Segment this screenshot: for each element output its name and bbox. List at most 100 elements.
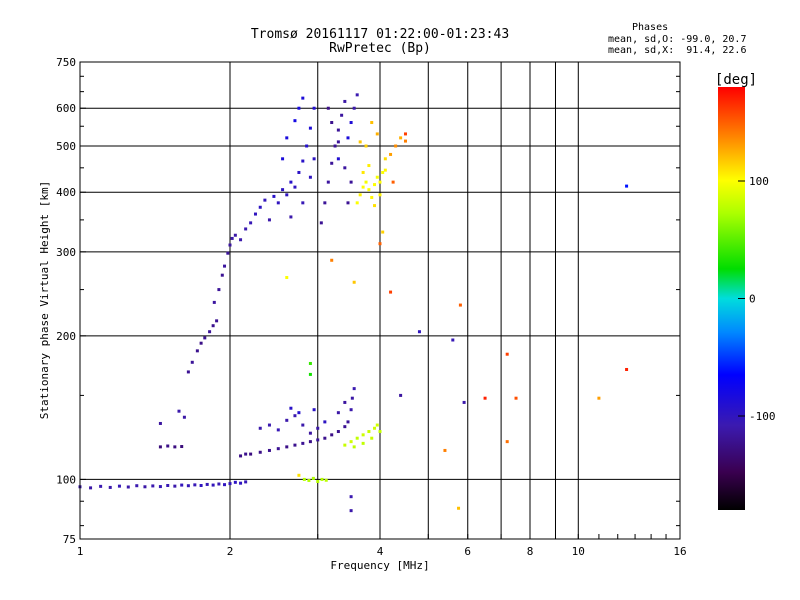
data-point — [378, 242, 382, 246]
colorbar-tick-label: 0 — [749, 293, 756, 306]
data-point — [451, 338, 455, 342]
data-point — [330, 433, 334, 437]
data-point — [330, 121, 334, 125]
colorbar-label: [deg] — [715, 72, 757, 88]
data-point — [158, 485, 162, 489]
data-point — [336, 430, 340, 434]
data-point — [233, 480, 237, 484]
data-point — [289, 406, 293, 410]
data-point — [349, 440, 353, 444]
data-point — [625, 184, 629, 188]
data-point — [289, 180, 293, 184]
data-point — [349, 408, 353, 412]
data-point — [625, 367, 629, 371]
data-point — [186, 484, 190, 488]
data-point — [355, 436, 359, 440]
data-point — [301, 201, 305, 205]
data-point — [343, 166, 347, 170]
data-point — [312, 408, 316, 412]
data-point — [166, 444, 170, 448]
data-point — [308, 126, 312, 130]
data-point — [378, 430, 382, 434]
data-point — [208, 330, 212, 334]
data-point — [302, 477, 306, 481]
data-point — [158, 445, 162, 449]
chart-subtitle: RwPretec (Bp) — [329, 41, 431, 56]
data-point — [375, 132, 379, 136]
x-tick-label: 1 — [77, 545, 84, 558]
data-point — [443, 448, 447, 452]
data-point — [203, 336, 207, 340]
data-point — [514, 396, 518, 400]
data-point — [249, 221, 253, 225]
data-point — [320, 477, 324, 481]
data-point — [285, 445, 289, 449]
data-point — [220, 273, 224, 277]
data-point — [223, 264, 227, 268]
data-point — [312, 157, 316, 161]
y-tick-label: 750 — [56, 56, 76, 69]
data-point — [289, 215, 293, 219]
data-point — [370, 436, 374, 440]
data-point — [233, 233, 237, 237]
phases-heading: Phases — [632, 22, 669, 33]
data-point — [89, 486, 93, 490]
data-point — [378, 193, 382, 197]
data-point — [285, 136, 289, 140]
data-point — [336, 411, 340, 415]
data-point — [457, 506, 461, 510]
data-point — [355, 93, 359, 97]
y-axis-label: Stationary phase Virtual Height [km] — [38, 181, 51, 419]
data-point — [253, 212, 257, 216]
data-points — [78, 93, 629, 513]
data-point — [361, 441, 365, 445]
data-point — [193, 483, 197, 487]
data-point — [308, 431, 312, 435]
y-tick-label: 500 — [56, 140, 76, 153]
data-point — [215, 319, 219, 323]
x-axis: 1 2 4 6 8 10 16 — [77, 534, 687, 558]
data-point — [297, 473, 301, 477]
data-point — [319, 221, 323, 225]
data-point — [389, 290, 393, 294]
data-point — [117, 484, 121, 488]
data-point — [293, 443, 297, 447]
data-point — [217, 482, 221, 486]
data-point — [226, 251, 230, 255]
data-point — [190, 360, 194, 364]
data-point — [297, 106, 301, 110]
data-point — [212, 300, 216, 304]
data-point — [308, 361, 312, 365]
data-point — [389, 152, 393, 156]
data-point — [267, 448, 271, 452]
data-point — [336, 157, 340, 161]
data-point — [403, 139, 407, 143]
data-point — [272, 194, 276, 198]
data-point — [297, 170, 301, 174]
data-point — [373, 183, 377, 187]
data-point — [285, 276, 289, 280]
data-point — [326, 180, 330, 184]
data-point — [301, 441, 305, 445]
data-point — [483, 396, 487, 400]
data-point — [355, 201, 359, 205]
data-point — [323, 201, 327, 205]
data-point — [293, 185, 297, 189]
data-point — [373, 204, 377, 208]
data-point — [333, 144, 337, 148]
grid-lines — [80, 62, 680, 539]
y-tick-label: 75 — [63, 533, 76, 546]
data-point — [343, 99, 347, 103]
data-point — [361, 433, 365, 437]
data-point — [182, 415, 186, 419]
data-point — [343, 443, 347, 447]
data-point — [346, 420, 350, 424]
data-point — [367, 188, 371, 192]
data-point — [349, 121, 353, 125]
data-point — [394, 144, 398, 148]
data-point — [293, 414, 297, 418]
data-point — [330, 161, 334, 165]
data-point — [462, 400, 466, 404]
data-point — [305, 144, 309, 148]
